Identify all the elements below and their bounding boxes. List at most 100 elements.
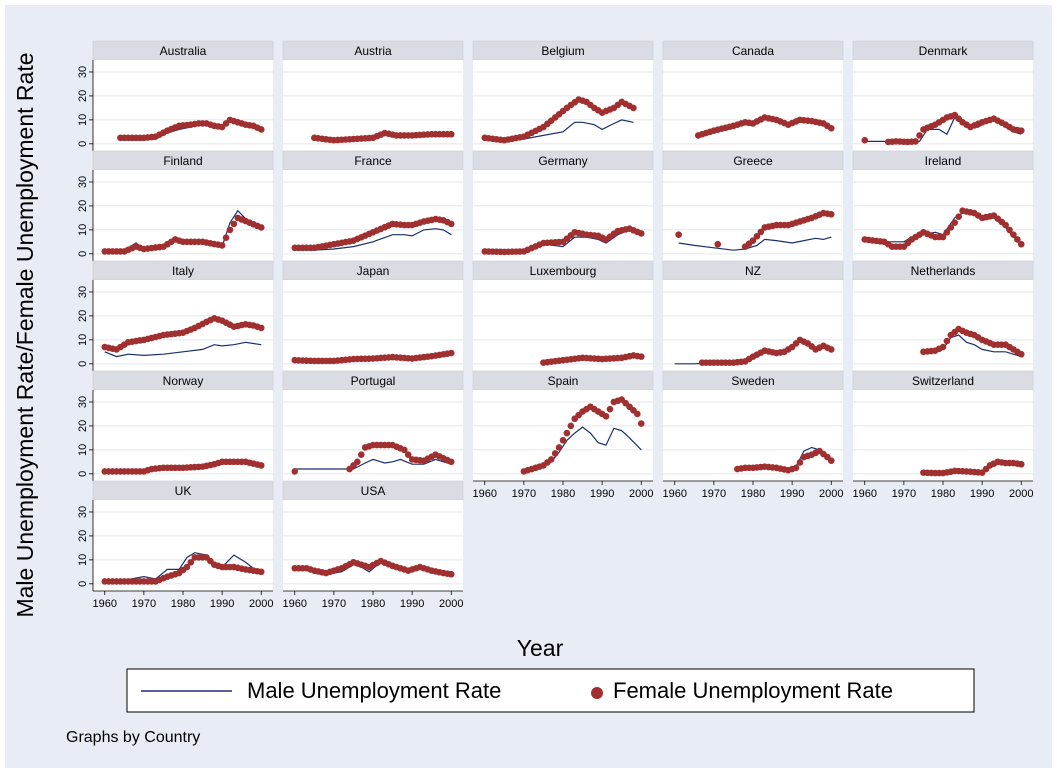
female-point <box>218 242 226 249</box>
female-point <box>230 220 238 228</box>
female-point <box>447 349 455 357</box>
female-point <box>792 464 800 472</box>
female-point <box>757 228 765 236</box>
female-point <box>567 422 575 430</box>
x-tick-label: 1980 <box>361 598 385 610</box>
panel-title: Spain <box>548 374 579 388</box>
y-tick-label: 10 <box>77 554 89 566</box>
female-point <box>947 224 955 231</box>
female-point <box>827 211 835 218</box>
panel-ireland: Ireland <box>852 150 1034 261</box>
y-tick-label: 0 <box>77 581 89 587</box>
y-tick-label: 10 <box>77 224 89 236</box>
female-point <box>257 462 265 469</box>
female-point <box>1017 350 1025 358</box>
x-tick-label: 2000 <box>629 488 653 500</box>
x-tick-label: 1960 <box>662 488 686 500</box>
panel-japan: Japan <box>282 260 464 371</box>
panel-australia: Australia 0 10 20 30 <box>77 40 274 151</box>
female-point <box>187 558 195 566</box>
female-point <box>753 232 761 240</box>
panel-title: Ireland <box>925 154 962 168</box>
female-point <box>1010 231 1017 238</box>
panel-title: Greece <box>733 154 773 168</box>
panel-finland: Finland 0 10 20 30 <box>77 150 274 261</box>
panel-luxembourg: Luxembourg <box>472 260 654 371</box>
panel-title: Portugal <box>351 374 396 388</box>
x-tick-label: 1990 <box>590 488 614 500</box>
female-point <box>1014 236 1021 243</box>
female-point <box>257 224 265 231</box>
female-point <box>447 458 455 466</box>
y-tick-label: 0 <box>77 251 89 257</box>
panel-switzerland: Switzerland 1960 1970 1980 1990 2000 <box>852 370 1034 500</box>
panel-title: Canada <box>732 44 774 58</box>
female-point <box>401 446 408 454</box>
y-tick-label: 0 <box>77 471 89 477</box>
y-tick-label: 20 <box>77 420 89 432</box>
x-tick-label: 1970 <box>132 598 156 610</box>
plot-area <box>473 170 653 261</box>
x-tick-label: 2000 <box>439 598 463 610</box>
female-point <box>257 126 265 133</box>
female-point <box>563 429 571 437</box>
chart-canvas: Australia 0 10 20 30 Austria Belgium Canada Denm… <box>12 40 1034 746</box>
y-tick-label: 10 <box>77 114 89 126</box>
plot-area <box>853 60 1033 151</box>
y-axis-title: Male Unemployment Rate/Female Unemployme… <box>12 52 38 617</box>
female-point <box>291 468 299 475</box>
x-tick-label: 1990 <box>970 488 994 500</box>
female-point <box>827 124 835 132</box>
panel-title: Belgium <box>541 44 584 58</box>
female-point <box>951 219 959 226</box>
panel-title: USA <box>361 484 386 498</box>
plot-area <box>93 170 273 261</box>
panel-netherlands: Netherlands <box>852 260 1034 371</box>
legend-female-label: Female Unemployment Rate <box>613 678 893 703</box>
panel-title: Australia <box>160 44 207 58</box>
panel-uk: UK 0 10 20 30 1960 1970 1980 1990 2000 <box>77 480 274 610</box>
female-point <box>357 451 365 458</box>
x-tick-label: 1970 <box>322 598 346 610</box>
female-point <box>634 410 641 418</box>
chart-figure: Australia 0 10 20 30 Austria Belgium Canada Denm… <box>5 5 1052 768</box>
panel-title: France <box>354 154 392 168</box>
panel-title: Sweden <box>731 374 774 388</box>
female-point <box>447 570 455 578</box>
female-point <box>714 240 722 248</box>
female-point <box>943 228 951 236</box>
panel-germany: Germany <box>472 150 654 261</box>
female-point <box>183 563 191 571</box>
y-tick-label: 0 <box>77 361 89 367</box>
y-tick-label: 30 <box>77 506 89 518</box>
panel-title: Finland <box>163 154 202 168</box>
female-point <box>257 324 265 332</box>
plot-area <box>283 390 463 481</box>
x-tick-label: 1960 <box>282 598 306 610</box>
y-tick-label: 20 <box>77 90 89 102</box>
panel-sweden: Sweden 1960 1970 1980 1990 2000 <box>662 370 844 500</box>
female-point <box>955 213 962 220</box>
female-point <box>1017 240 1025 248</box>
male-series-line <box>104 552 262 581</box>
panel-norway: Norway 0 10 20 30 <box>77 370 274 481</box>
panel-denmark: Denmark <box>852 40 1034 151</box>
y-tick-label: 20 <box>77 310 89 322</box>
graphs-by-note: Graphs by Country <box>66 729 200 746</box>
x-tick-label: 1970 <box>702 488 726 500</box>
female-point <box>447 220 455 228</box>
female-point <box>547 456 555 463</box>
x-tick-label: 2000 <box>819 488 843 500</box>
x-axis-title: Year <box>517 635 564 661</box>
panel-spain: Spain 1960 1970 1980 1990 2000 <box>472 370 654 500</box>
panel-title: Japan <box>357 264 390 278</box>
female-point <box>551 450 559 457</box>
y-tick-label: 30 <box>77 396 89 408</box>
plot-area <box>663 60 843 151</box>
male-series-line <box>294 458 452 470</box>
x-tick-label: 1980 <box>741 488 765 500</box>
male-series-line <box>294 228 452 251</box>
panel-title: Austria <box>354 44 392 58</box>
female-point <box>675 231 682 238</box>
y-tick-label: 30 <box>77 66 89 78</box>
